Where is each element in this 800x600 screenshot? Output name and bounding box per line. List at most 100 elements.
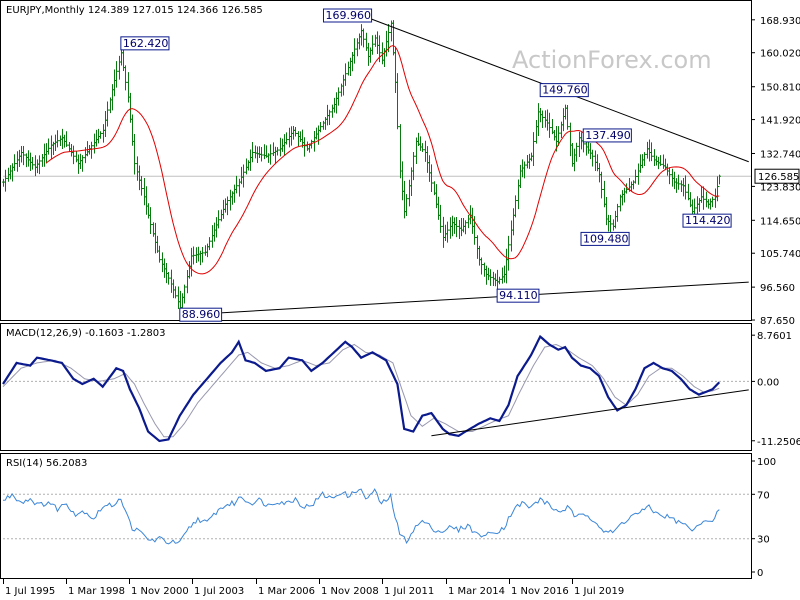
price-bar [600, 171, 603, 199]
price-bar [158, 245, 161, 263]
price-tick-label: 160.020 [760, 49, 800, 60]
price-bar [387, 23, 390, 53]
price-bar [251, 142, 254, 163]
x-tick-label: 1 Jul 2003 [194, 586, 244, 597]
macd-pane-frame [0, 323, 752, 451]
price-tick-label: 105.740 [760, 249, 800, 260]
price-bar [643, 152, 646, 167]
price-bar [115, 61, 118, 88]
price-level-text: 169.960 [325, 9, 371, 22]
macd-trendline [431, 389, 749, 437]
rsi-pane-frame [0, 453, 752, 579]
current-price-tag: 126.585 [754, 168, 800, 184]
price-bar [81, 155, 84, 172]
price-bar [65, 131, 68, 147]
rsi-tick-label: 100 [757, 457, 776, 468]
price-level-text: 114.420 [685, 214, 731, 227]
price-bar [591, 149, 594, 167]
price-bar [149, 207, 152, 234]
price-level-label: 162.420 [120, 36, 170, 51]
price-bar [319, 121, 322, 133]
price-bar [285, 132, 288, 145]
price-bar [99, 131, 102, 139]
price-level-text: 137.490 [585, 129, 631, 142]
x-tick-label: 1 Mar 2014 [448, 586, 505, 597]
price-bar [294, 127, 297, 137]
macd-tick-label: -11.2506 [757, 437, 800, 448]
price-bar [507, 235, 510, 271]
price-bar [47, 138, 50, 155]
current-price-text: 126.585 [758, 172, 799, 183]
price-bar [421, 143, 424, 153]
price-bar [541, 110, 544, 128]
x-tick-label: 1 Mar 1998 [68, 586, 125, 597]
price-bar [659, 155, 662, 166]
price-bar [371, 35, 374, 55]
price-bar [718, 174, 721, 188]
price-level-label: 169.960 [322, 8, 373, 23]
price-level-label: 88.960 [179, 307, 223, 322]
price-tick-label: 87.650 [760, 316, 795, 327]
price-bar [616, 203, 619, 222]
price-bar [183, 284, 186, 304]
price-bar [242, 164, 245, 188]
x-tick-label: 1 Nov 2008 [321, 586, 379, 597]
x-tick-label: 1 Nov 2016 [511, 586, 569, 597]
rsi-tick-label: 0 [757, 568, 763, 579]
macd-layer: 8.7601 0.00 -11.2506 [2, 331, 800, 448]
price-bar [625, 183, 628, 194]
price-bar [133, 134, 136, 175]
price-bar [634, 169, 637, 184]
price-bar [532, 132, 535, 166]
moving-average-line [45, 45, 720, 275]
price-level-text: 149.760 [542, 84, 588, 97]
price-level-label: 137.490 [582, 128, 632, 143]
price-bar [668, 167, 671, 185]
price-bar [276, 147, 279, 156]
x-tick-label: 1 Jul 2019 [574, 586, 624, 597]
price-bar [405, 194, 408, 217]
price-bar [269, 144, 272, 165]
price-bar [337, 87, 340, 106]
price-bar [566, 104, 569, 130]
price-bar [353, 38, 356, 64]
price-bar [412, 152, 415, 181]
price-tick-label: 168.930 [760, 16, 800, 27]
price-header: EURJPY,Monthly 124.389 127.015 124.366 1… [6, 5, 263, 16]
price-bar [192, 246, 195, 265]
price-tick-label: 96.560 [760, 283, 795, 294]
rsi-tick-label: 70 [757, 490, 770, 501]
x-axis: 1 Jul 1995 1 Mar 1998 1 Nov 2000 1 Jul 2003… [3, 579, 624, 597]
price-bar [523, 161, 526, 179]
price-bar [38, 155, 41, 175]
macd-y-axis: 8.7601 0.00 -11.2506 [751, 331, 800, 448]
price-bar [480, 257, 483, 275]
price-bar [328, 109, 331, 126]
x-tick-label: 1 Mar 2006 [258, 586, 315, 597]
price-bar [72, 145, 75, 165]
price-bar [4, 169, 7, 192]
macd-signal-line [2, 343, 720, 438]
price-level-text: 109.480 [583, 232, 629, 245]
price-bar [711, 196, 714, 208]
price-bar [22, 146, 25, 166]
price-bar [677, 174, 680, 190]
price-tick-label: 150.810 [760, 83, 800, 94]
price-bar [446, 221, 449, 243]
price-bar [362, 28, 365, 48]
price-bar [56, 130, 59, 148]
rsi-line [2, 488, 720, 545]
price-bar [124, 65, 127, 91]
price-bar [260, 146, 263, 162]
price-bar [13, 154, 16, 171]
price-bar [548, 112, 551, 138]
price-bar [684, 175, 687, 200]
price-trendline [179, 281, 749, 316]
price-bar [396, 73, 399, 130]
x-tick-label: 1 Jul 2011 [384, 586, 434, 597]
x-tick-label: 1 Nov 2000 [131, 586, 189, 597]
x-tick-label: 1 Jul 1995 [5, 586, 55, 597]
price-level-text: 88.960 [182, 308, 221, 321]
price-bar [208, 237, 211, 251]
price-bar [31, 157, 34, 170]
